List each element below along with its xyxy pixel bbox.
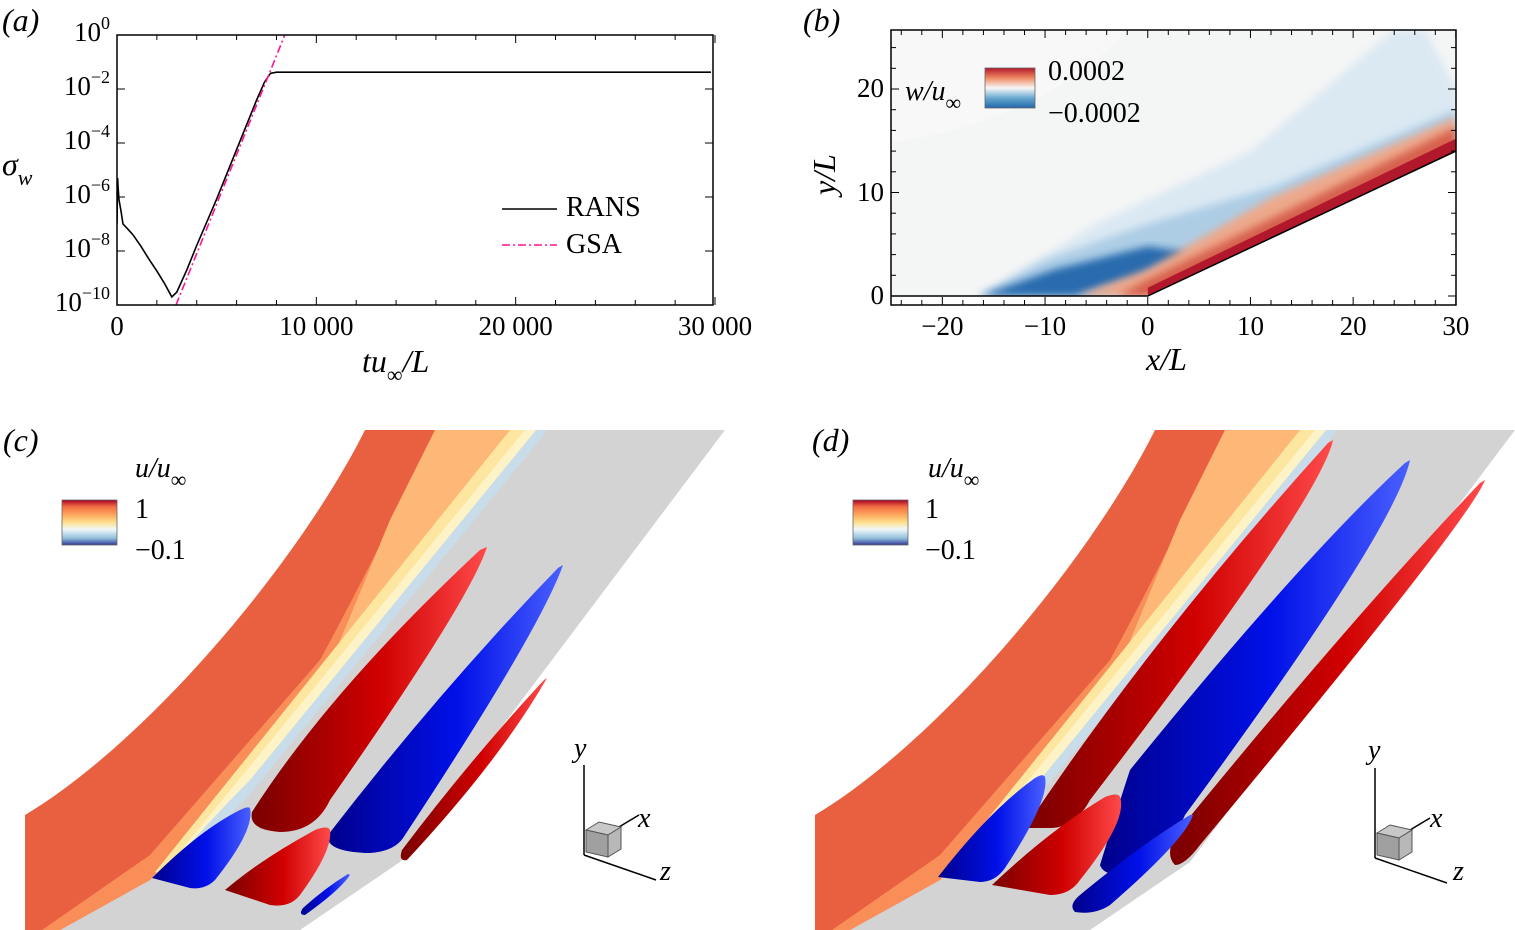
y-tick-label: 0 bbox=[870, 280, 885, 310]
x-tick-label: 20 bbox=[1339, 311, 1367, 341]
panel-c-axis-z-label: z bbox=[660, 856, 671, 887]
negative-streak-isosurface bbox=[300, 874, 350, 915]
x-tick-label: −20 bbox=[921, 311, 964, 341]
field-contour-region bbox=[1147, 138, 1456, 296]
y-tick-label: 10−6 bbox=[63, 176, 110, 209]
panel-c-colorbar bbox=[61, 499, 118, 546]
panel-a-plot bbox=[116, 34, 716, 306]
panel-b-xlabel: x/L bbox=[1146, 341, 1187, 377]
wall-solid-region bbox=[891, 151, 1456, 305]
panel-b-axes-frame bbox=[890, 29, 1457, 306]
panel-a-axes-frame bbox=[116, 34, 714, 306]
x-tick-label: 20 000 bbox=[478, 311, 553, 341]
orientation-cube-face bbox=[1398, 829, 1413, 861]
tick-exponent: −10 bbox=[81, 283, 110, 303]
tick-exponent: 0 bbox=[101, 13, 110, 33]
field-contour-region bbox=[980, 246, 1189, 296]
panel-c-axis-x-label: x bbox=[638, 803, 651, 834]
positive-streak-isosurface bbox=[992, 794, 1122, 895]
negative-streak-isosurface bbox=[152, 807, 251, 889]
tick-base: 10 bbox=[63, 233, 91, 263]
tick-exponent: −8 bbox=[90, 229, 110, 249]
orientation-cube-face bbox=[585, 829, 609, 858]
x-tick-label: 10 000 bbox=[279, 311, 354, 341]
panel-d-label: (d) bbox=[812, 422, 850, 458]
series-gsa-line bbox=[175, 35, 286, 305]
positive-streak-isosurface bbox=[251, 547, 487, 832]
y-tick-label: 10−10 bbox=[54, 284, 110, 317]
panel-d-axis-z-label: z bbox=[1453, 856, 1464, 887]
legend-gsa-label: GSA bbox=[566, 229, 623, 260]
y-tick-label: 10 bbox=[857, 176, 884, 207]
panel-b-colorbar-min: −0.0002 bbox=[1048, 98, 1141, 129]
panel-b-colorbar-max: 0.0002 bbox=[1048, 56, 1125, 87]
panel-b-plot bbox=[890, 29, 1457, 306]
positive-streak-isosurface bbox=[1025, 440, 1333, 828]
panel-a-label: (a) bbox=[2, 2, 40, 38]
panel-c-axis-y-label: y bbox=[574, 733, 587, 764]
panel-d-axis-x-label: x bbox=[1430, 803, 1443, 834]
field-contour-region bbox=[978, 109, 1456, 296]
x-tick-label: 0 bbox=[110, 311, 124, 341]
legend-rans-label: RANS bbox=[566, 192, 641, 223]
tick-exponent: −2 bbox=[90, 67, 110, 87]
orientation-cube-face bbox=[1376, 832, 1400, 861]
orientation-cube-face bbox=[607, 826, 622, 858]
panel-c-colorbar-max: 1 bbox=[135, 494, 149, 525]
y-tick-label: 100 bbox=[74, 14, 110, 47]
negative-streak-isosurface bbox=[938, 775, 1046, 882]
y-tick-label: 20 bbox=[857, 73, 884, 103]
z-axis-line bbox=[1374, 857, 1448, 884]
panel-a-ylabel: σw bbox=[2, 146, 33, 190]
positive-streak-isosurface bbox=[1170, 480, 1485, 865]
x-tick-label: 30 000 bbox=[677, 311, 753, 341]
velocity-contour-band bbox=[165, 430, 548, 872]
y-tick-label: 10−4 bbox=[63, 122, 110, 155]
panel-a-xlabel: tu∞/L bbox=[362, 343, 430, 387]
tick-base: 10 bbox=[63, 179, 91, 209]
tick-exponent: −6 bbox=[90, 175, 110, 195]
panel-d-colorbar-max: 1 bbox=[925, 494, 939, 525]
x-tick-label: −10 bbox=[1023, 311, 1067, 341]
panel-d-axis-y-label: y bbox=[1368, 735, 1381, 766]
panel-c-colorbar-min: −0.1 bbox=[135, 535, 186, 566]
y-tick-label: 10−2 bbox=[63, 68, 110, 101]
panel-c-colorbar-title: u/u∞ bbox=[135, 453, 187, 492]
x-tick-label: 10 bbox=[1236, 311, 1264, 341]
z-axis-line bbox=[583, 854, 657, 881]
tick-base: 10 bbox=[54, 287, 82, 317]
positive-streak-isosurface bbox=[400, 678, 547, 861]
panel-b-label: (b) bbox=[803, 2, 841, 38]
velocity-contour-band bbox=[955, 430, 1338, 872]
x-tick-label: 0 bbox=[1141, 311, 1155, 341]
tick-base: 10 bbox=[63, 71, 91, 101]
positive-streak-isosurface bbox=[225, 827, 331, 906]
panel-d-colorbar bbox=[852, 499, 909, 546]
y-tick-label: 10−8 bbox=[63, 230, 110, 263]
panel-b-ylabel: y/L bbox=[806, 154, 842, 195]
panel-d-colorbar-min: −0.1 bbox=[925, 535, 976, 566]
field-contour-region bbox=[978, 30, 1456, 296]
series-rans-line bbox=[117, 71, 711, 299]
wall-line bbox=[891, 150, 1456, 297]
panel-b-colorbar-title: w/u∞ bbox=[905, 76, 962, 115]
panel-c-render bbox=[25, 430, 725, 930]
tick-exponent: −4 bbox=[90, 121, 110, 141]
x-tick-label: 30 bbox=[1442, 311, 1470, 341]
tick-base: 10 bbox=[63, 125, 91, 155]
tick-base: 10 bbox=[74, 17, 101, 47]
panel-c-label: (c) bbox=[3, 422, 39, 458]
negative-streak-isosurface bbox=[1100, 460, 1410, 874]
negative-streak-isosurface bbox=[1072, 815, 1193, 913]
field-contour-region bbox=[1116, 127, 1456, 296]
field-contour-region bbox=[1075, 116, 1456, 297]
panel-b-colorbar bbox=[984, 67, 1036, 109]
panel-d-colorbar-title: u/u∞ bbox=[928, 453, 980, 492]
panel-d-render bbox=[815, 430, 1515, 930]
negative-streak-isosurface bbox=[327, 565, 563, 853]
